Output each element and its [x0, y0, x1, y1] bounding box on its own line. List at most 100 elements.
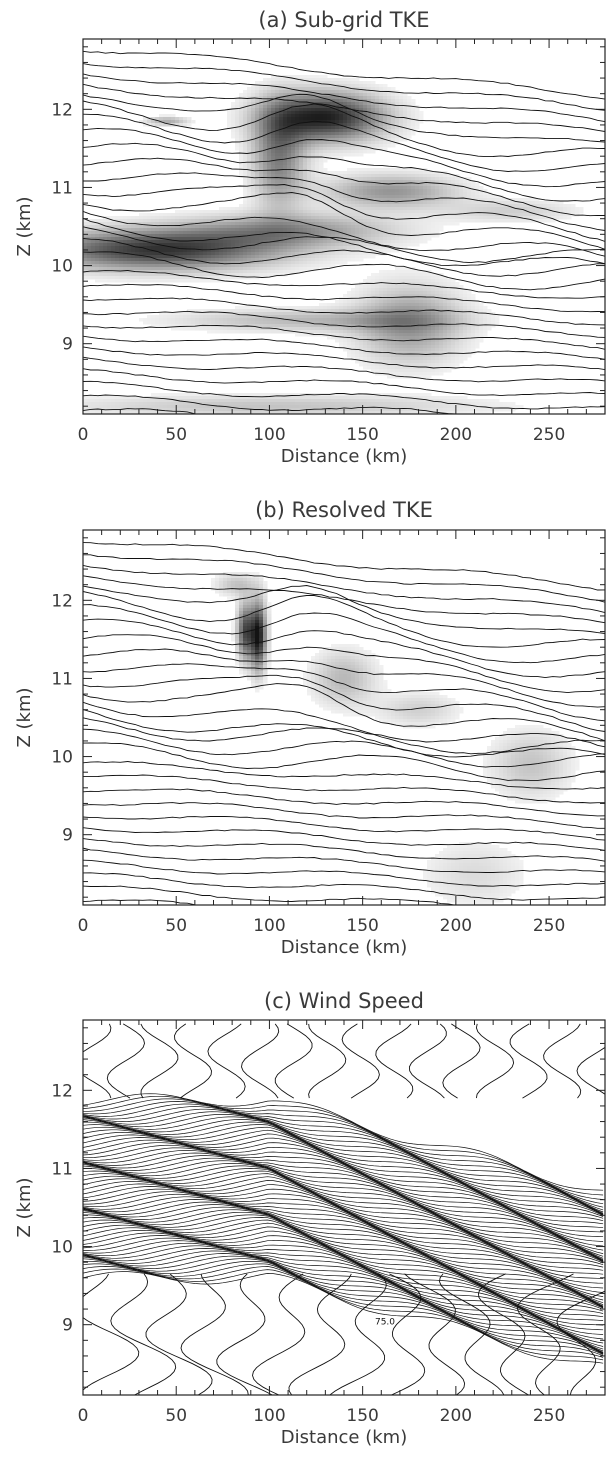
isentrope-line	[83, 827, 605, 852]
y-tick-label: 12	[51, 100, 73, 120]
wind-speed-contour	[83, 1229, 604, 1326]
panel-c: (c) Wind Speed 75.0 0 50 100 150 200 250 9 10 11 12…	[14, 989, 606, 1448]
wind-speed-contour	[180, 1273, 249, 1395]
wind-speed-contour	[83, 1211, 604, 1308]
isentrope-line	[83, 788, 605, 817]
wind-speed-contour	[576, 1023, 605, 1095]
wind-speed-contour	[83, 1119, 604, 1216]
isentrope-line	[83, 604, 605, 664]
x-tick-label: 50	[165, 425, 187, 445]
wind-speed-contour	[83, 1188, 604, 1289]
wind-speed-contour	[83, 1113, 604, 1215]
isentrope-line	[83, 394, 458, 414]
wind-speed-contour	[83, 1235, 604, 1335]
wind-speed-contour	[83, 1255, 604, 1354]
contour-label: 75.0	[375, 1318, 395, 1328]
wind-speed-contour	[83, 1121, 604, 1216]
wind-speed-contour	[83, 1268, 604, 1361]
isentrope-line	[83, 113, 605, 172]
isentrope-line	[83, 100, 605, 158]
wind-speed-contour	[442, 1023, 481, 1099]
wind-speed-contour	[83, 1134, 604, 1229]
isentrope-line	[83, 774, 605, 804]
x-tick-label: 100	[253, 1406, 285, 1426]
wind-speed-contour	[83, 1165, 604, 1262]
isentrope-line	[83, 542, 605, 591]
contour-lines	[83, 50, 605, 414]
wind-speed-contour	[83, 1103, 604, 1208]
wind-speed-contour	[83, 1253, 604, 1354]
wind-speed-contour	[145, 1273, 213, 1395]
wind-speed-contour	[83, 1160, 604, 1261]
x-tick-label: 200	[440, 916, 472, 936]
plot-area	[83, 50, 605, 414]
wind-speed-contour	[83, 1168, 604, 1263]
isentrope-line	[83, 408, 202, 414]
wind-speed-contour	[83, 1131, 604, 1225]
isentrope-line	[83, 648, 605, 708]
y-axis-label: Z (km)	[14, 1177, 35, 1237]
x-axis-label: Distance (km)	[281, 446, 407, 467]
wind-speed-contour	[375, 1023, 414, 1099]
wind-speed-contour	[83, 1245, 604, 1350]
x-tick-label: 100	[253, 916, 285, 936]
wind-speed-contour	[83, 1116, 604, 1215]
isentrope-line	[83, 157, 605, 217]
wind-speed-contour	[83, 1183, 604, 1279]
isentrope-line	[83, 761, 605, 790]
wind-speed-contour	[106, 1023, 145, 1099]
isentrope-line	[83, 899, 201, 905]
wind-speed-contour	[83, 1129, 604, 1222]
isentrope-line	[83, 63, 605, 111]
y-axis-label: Z (km)	[14, 687, 35, 747]
x-tick-label: 250	[533, 916, 565, 936]
wind-speed-contour	[517, 1273, 574, 1395]
wind-speed-contour	[341, 1023, 380, 1099]
wind-speed-contour	[543, 1023, 582, 1099]
isentrope-line	[83, 564, 605, 614]
x-tick-label: 0	[78, 916, 89, 936]
panel-title: (b) Resolved TKE	[255, 498, 433, 522]
wind-speed-contour	[83, 1219, 604, 1312]
wind-speed-contour	[83, 1240, 604, 1344]
wind-speed-contour	[509, 1023, 548, 1099]
isentrope-line	[83, 859, 605, 887]
wind-speed-contour	[83, 1108, 604, 1213]
y-tick-label: 10	[51, 1238, 73, 1258]
isentrope-line	[83, 847, 605, 873]
wind-speed-contour	[83, 1206, 604, 1308]
isentrope-line	[83, 742, 605, 781]
x-tick-label: 150	[346, 1406, 378, 1426]
x-tick-label: 150	[346, 916, 378, 936]
wind-speed-contour	[83, 1175, 604, 1268]
wind-speed-contour	[83, 1139, 604, 1238]
wind-speed-contour	[83, 1209, 604, 1308]
isentrope-line	[83, 251, 605, 291]
x-tick-label: 0	[78, 1406, 89, 1426]
x-tick-label: 0	[78, 425, 89, 445]
wind-speed-contour	[329, 1273, 387, 1395]
isentrope-line	[83, 380, 605, 410]
isentrope-line	[83, 885, 457, 905]
isentrope-line	[83, 297, 605, 326]
x-tick-label: 250	[533, 425, 565, 445]
wind-speed-contour	[83, 1193, 604, 1297]
wind-speed-contour	[83, 1155, 604, 1259]
y-tick-label: 10	[51, 257, 73, 277]
wind-speed-contour	[83, 1101, 604, 1205]
wind-speed-contour	[83, 1196, 604, 1301]
wind-speed-contour	[288, 1273, 352, 1395]
wind-speed-contour	[83, 1227, 604, 1321]
wind-speed-contour	[83, 1237, 604, 1340]
wind-speed-contour	[477, 1273, 529, 1395]
isentrope-line	[83, 634, 605, 694]
wind-speed-contour	[83, 1023, 112, 1099]
wind-speed-contour	[241, 1023, 280, 1099]
isentrope-line	[83, 217, 605, 267]
panel-title: (c) Wind Speed	[264, 989, 424, 1013]
isentrope-line	[83, 701, 605, 748]
plot-area	[83, 1023, 605, 1395]
isentrope-line	[83, 683, 605, 742]
wind-speed-contour	[83, 1224, 604, 1318]
x-tick-label: 250	[533, 1406, 565, 1426]
